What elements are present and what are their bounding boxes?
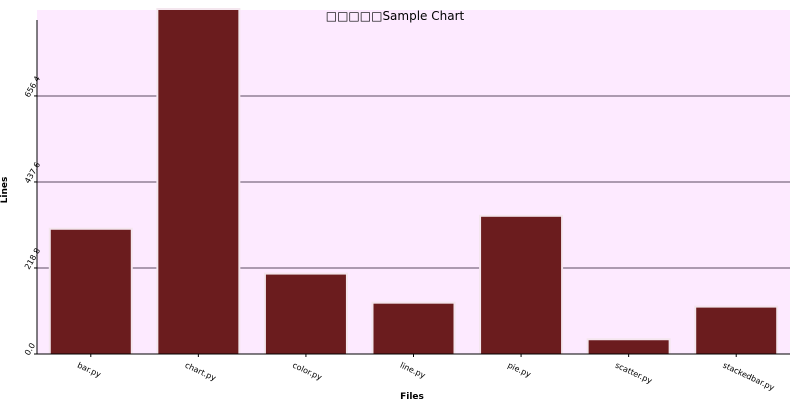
bar-chart-py	[158, 10, 239, 354]
bar-stackedbar-py	[696, 307, 777, 354]
y-axis-label: Lines	[0, 177, 10, 204]
bar-color-py	[265, 274, 346, 354]
bar-pie-py	[481, 216, 562, 354]
bar-scatter-py	[588, 340, 669, 354]
chart-title: □□□□□Sample Chart	[326, 9, 465, 23]
bar-bar-py	[50, 229, 131, 354]
x-axis-label: Files	[400, 392, 424, 400]
bar-line-py	[373, 303, 454, 354]
bars	[48, 8, 779, 354]
